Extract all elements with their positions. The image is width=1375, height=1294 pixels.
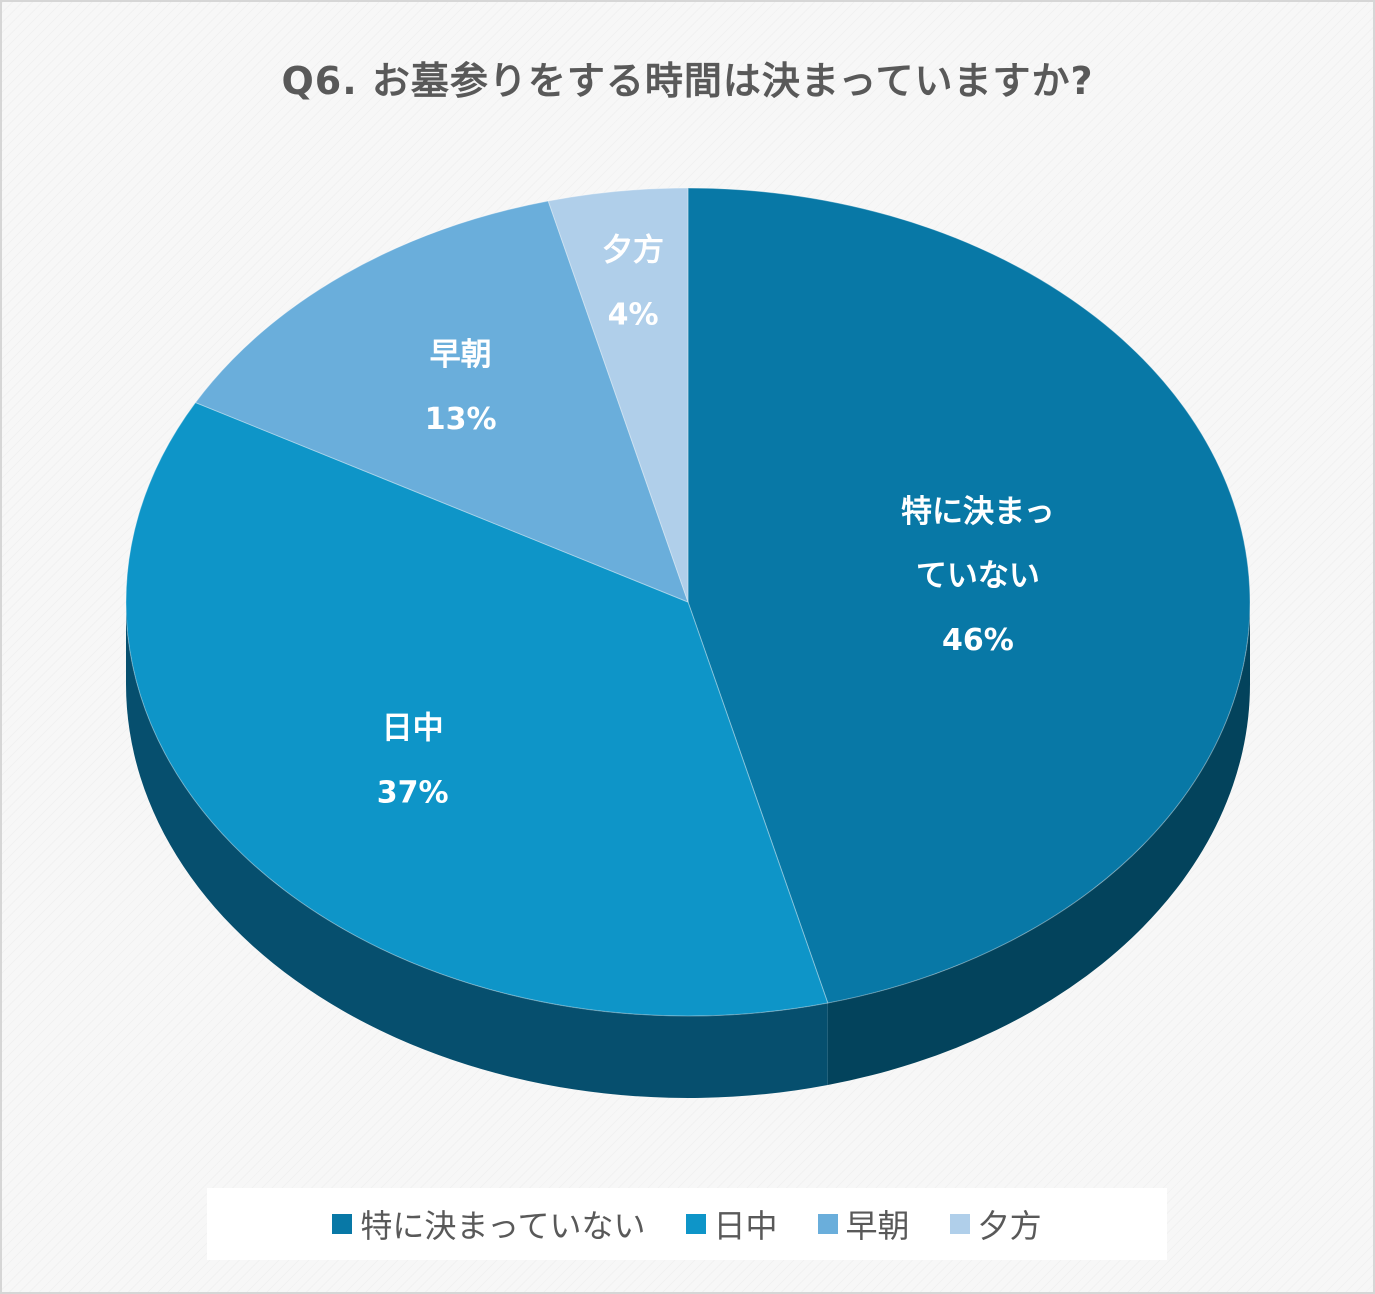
slice-label: 夕方 (602, 233, 664, 269)
legend-swatch (949, 1214, 970, 1234)
legend-label: 早朝 (845, 1207, 910, 1245)
slice-label: 早朝 (430, 337, 492, 373)
slice-0 (687, 187, 1251, 1004)
legend-swatch (332, 1214, 353, 1234)
legend-item: 夕方 (949, 1201, 1042, 1247)
legend-swatch (817, 1214, 838, 1234)
legend-item: 早朝 (817, 1201, 910, 1247)
legend: 特に決まっていない 日中 早朝 夕方 (207, 1188, 1167, 1260)
legend-label: 特に決まっていない (360, 1207, 646, 1245)
legend-label: 夕方 (977, 1207, 1042, 1245)
slice-value-label: 13% (425, 402, 497, 437)
legend-label: 日中 (713, 1207, 778, 1245)
slice-1 (125, 401, 829, 1017)
chart-title: Q6. お墓参りをする時間は決まっていますか? (281, 59, 1094, 103)
legend-item: 日中 (685, 1201, 778, 1247)
legend-swatch (685, 1214, 706, 1234)
slice-0-side (827, 602, 1250, 1085)
slice-2 (194, 200, 689, 603)
slice-label: 日中 (382, 710, 444, 746)
legend-item: 特に決まっていない (332, 1201, 646, 1247)
slice-value-label: 46% (942, 623, 1014, 658)
slice-label: 特に決まっ (901, 494, 1055, 530)
slice-value-label: 4% (608, 298, 659, 333)
slice-1-side (126, 602, 828, 1098)
slice-label: ていない (916, 558, 1040, 594)
slice-value-label: 37% (377, 775, 449, 810)
slice-3 (547, 187, 689, 603)
